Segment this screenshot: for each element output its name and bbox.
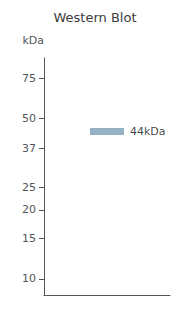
svg-text:Western Blot: Western Blot (53, 10, 136, 25)
svg-text:10: 10 (22, 272, 36, 285)
svg-text:75: 75 (22, 72, 36, 85)
svg-text:20: 20 (22, 203, 36, 216)
svg-text:44kDa: 44kDa (130, 125, 166, 138)
svg-text:37: 37 (22, 142, 36, 155)
svg-text:kDa: kDa (22, 34, 44, 47)
svg-text:15: 15 (22, 232, 36, 245)
svg-text:25: 25 (22, 181, 36, 194)
svg-text:50: 50 (22, 112, 36, 125)
